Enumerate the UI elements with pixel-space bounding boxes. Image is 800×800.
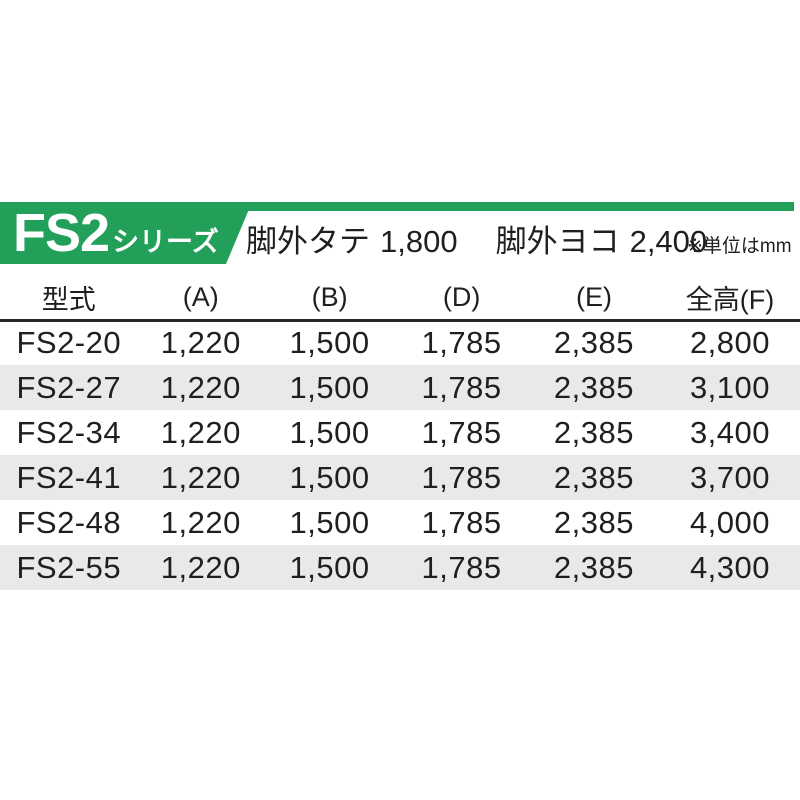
column-header-e: (E) (527, 276, 660, 322)
table-row: FS2-27 1,220 1,500 1,785 2,385 3,100 (0, 365, 800, 410)
value-cell-f: 4,300 (689, 549, 771, 585)
table-row: FS2-20 1,220 1,500 1,785 2,385 2,800 (0, 320, 800, 365)
spec-table: 型式 (A) (B) (D) (E) 全高(F) FS2-20 1,220 1,… (0, 276, 800, 590)
value-cell-b: 1,500 (289, 504, 370, 540)
series-badge: FS2 シリーズ (0, 202, 252, 264)
model-cell: FS2-48 (16, 504, 122, 540)
value-cell-b: 1,500 (289, 414, 370, 450)
value-cell-e: 2,385 (553, 325, 634, 361)
dimension-tate: 脚外タテ 1,800 (246, 226, 458, 258)
column-header-b: (B) (263, 276, 396, 322)
model-cell: FS2-34 (16, 414, 122, 450)
green-top-rule (0, 202, 794, 211)
table-header-row: 型式 (A) (B) (D) (E) 全高(F) (0, 276, 800, 322)
dimension-tate-label: 脚外タテ (246, 224, 370, 259)
value-cell-e: 2,385 (553, 459, 634, 495)
column-header-model: 型式 (0, 276, 138, 322)
model-cell: FS2-41 (16, 459, 122, 495)
value-cell-d: 1,785 (421, 414, 502, 450)
value-cell-f: 3,700 (689, 459, 771, 495)
value-cell-f: 4,000 (689, 504, 771, 540)
value-cell-b: 1,500 (289, 549, 370, 585)
value-cell-d: 1,785 (421, 549, 502, 585)
dimension-yoko-value: 2,400 (629, 224, 708, 259)
dimension-yoko: 脚外ヨコ 2,400 (496, 226, 708, 258)
value-cell-d: 1,785 (421, 369, 502, 405)
value-cell-e: 2,385 (553, 414, 634, 450)
model-cell: FS2-27 (16, 369, 122, 405)
value-cell-d: 1,785 (421, 504, 502, 540)
table-row: FS2-41 1,220 1,500 1,785 2,385 3,700 (0, 455, 800, 500)
value-cell-d: 1,785 (421, 325, 502, 361)
value-cell-f: 2,800 (689, 325, 771, 361)
series-badge-title: FS2 (13, 203, 110, 263)
outer-leg-dimensions: 脚外タテ 1,800 脚外ヨコ 2,400 (246, 226, 707, 258)
value-cell-d: 1,785 (421, 459, 502, 495)
value-cell-e: 2,385 (553, 549, 634, 585)
value-cell-a: 1,220 (160, 504, 241, 540)
value-cell-f: 3,100 (689, 369, 771, 405)
model-cell: FS2-55 (16, 549, 122, 585)
value-cell-e: 2,385 (553, 369, 634, 405)
dimension-yoko-label: 脚外ヨコ (495, 224, 620, 259)
column-header-f: 全高(F) (659, 276, 800, 322)
table-row: FS2-48 1,220 1,500 1,785 2,385 4,000 (0, 500, 800, 545)
series-badge-suffix: シリーズ (112, 227, 219, 257)
value-cell-a: 1,220 (160, 369, 241, 405)
value-cell-b: 1,500 (289, 325, 370, 361)
column-header-a: (A) (137, 276, 264, 322)
value-cell-a: 1,220 (160, 459, 241, 495)
value-cell-a: 1,220 (160, 549, 241, 585)
value-cell-b: 1,500 (289, 459, 370, 495)
value-cell-e: 2,385 (553, 504, 634, 540)
value-cell-a: 1,220 (160, 414, 241, 450)
table-row: FS2-55 1,220 1,500 1,785 2,385 4,300 (0, 545, 800, 590)
table-row: FS2-34 1,220 1,500 1,785 2,385 3,400 (0, 410, 800, 455)
dimension-tate-value: 1,800 (380, 224, 458, 259)
value-cell-f: 3,400 (689, 414, 771, 450)
model-cell: FS2-20 (16, 325, 122, 361)
value-cell-b: 1,500 (289, 369, 370, 405)
column-header-d: (D) (395, 276, 528, 322)
unit-note: ※単位はmm (687, 236, 792, 257)
value-cell-a: 1,220 (160, 325, 241, 361)
